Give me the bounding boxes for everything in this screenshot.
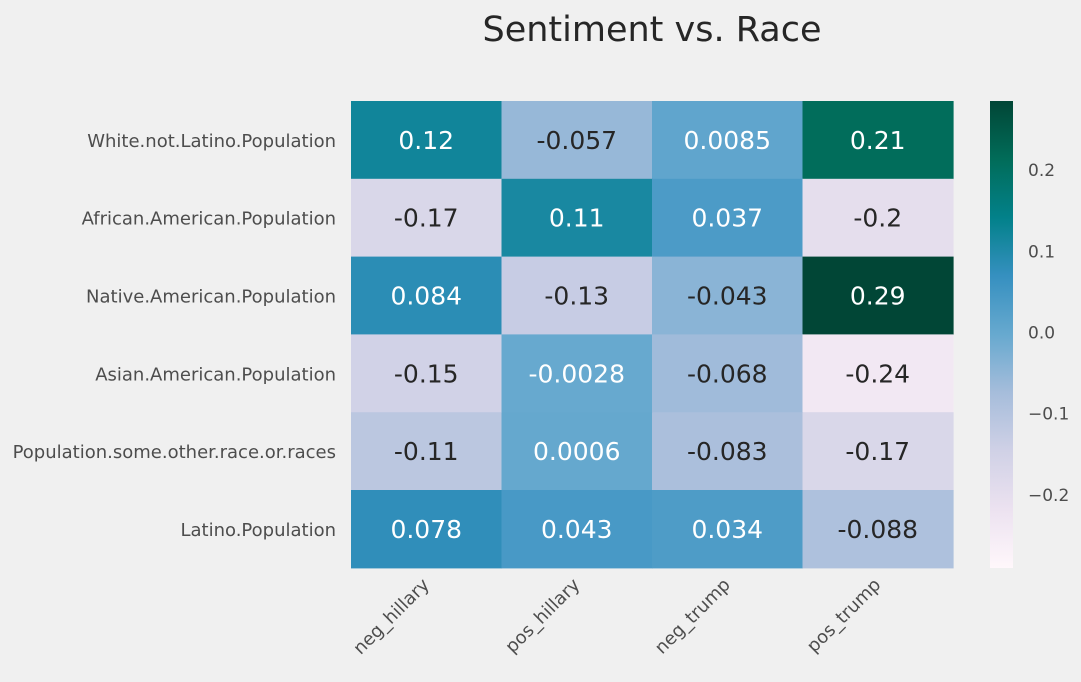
cell-value-label: -0.057 (536, 126, 617, 155)
cell-value-label: -0.17 (845, 437, 910, 466)
heatmap-cell-Population.some.other.race.or.races-pos_hillary (501, 412, 653, 491)
cell-value-label: 0.29 (850, 282, 906, 311)
heatmap-cell-Population.some.other.race.or.races-pos_trump (802, 412, 954, 491)
heatmap-cell-White.not.Latino.Population-pos_hillary (501, 101, 653, 180)
row-label: Native.American.Population (86, 287, 336, 308)
cell-value-label: -0.083 (687, 437, 768, 466)
cell-value-label: -0.2 (853, 204, 902, 233)
heatmap-cell-African.American.Population-neg_hillary (351, 178, 503, 258)
row-label: White.not.Latino.Population (87, 131, 336, 152)
cell-value-label: -0.068 (687, 359, 768, 388)
cell-value-label: 0.21 (850, 126, 906, 155)
heatmap-cell-Population.some.other.race.or.races-neg_trump (652, 412, 804, 491)
cell-value-label: -0.11 (394, 437, 459, 466)
colorbar: 0.2 0.1 0.0 −0.1 −0.2 (990, 101, 1069, 568)
cell-value-label: -0.17 (394, 204, 459, 233)
heatmap-cell-African.American.Population-pos_trump (802, 178, 954, 258)
colorbar-tick-label: 0.1 (1028, 242, 1055, 262)
row-label: Asian.American.Population (95, 364, 336, 385)
heatmap-cell-Latino.Population-neg_hillary (351, 490, 503, 569)
heatmap-cell-Asian.American.Population-neg_trump (652, 334, 804, 413)
cell-value-label: 0.037 (691, 204, 763, 233)
heatmap-cell-Native.American.Population-neg_hillary (351, 256, 503, 335)
colorbar-tick-label: −0.1 (1028, 405, 1069, 425)
heatmap-cell-Asian.American.Population-pos_trump (802, 334, 954, 413)
heatmap-cell-Latino.Population-neg_trump (652, 490, 804, 569)
heatmap-cell-Asian.American.Population-pos_hillary (501, 334, 653, 413)
cell-value-label: -0.0028 (529, 359, 626, 388)
colorbar-tick-label: 0.0 (1028, 323, 1055, 343)
cell-value-label: 0.078 (390, 515, 462, 544)
colorbar-tick-label: −0.2 (1028, 486, 1069, 506)
heatmap-cell-Native.American.Population-pos_hillary (501, 256, 653, 335)
heatmap-cell-Latino.Population-pos_trump (802, 490, 954, 569)
cell-value-label: 0.084 (390, 282, 462, 311)
heatmap-cell-Native.American.Population-neg_trump (652, 256, 804, 335)
chart-title: Sentiment vs. Race (482, 10, 821, 50)
heatmap-cell-Latino.Population-pos_hillary (501, 490, 653, 569)
heatmap-cell-African.American.Population-neg_trump (652, 178, 804, 258)
cell-value-label: 0.11 (549, 204, 605, 233)
cell-value-label: -0.15 (394, 359, 459, 388)
cell-value-label: 0.043 (541, 515, 613, 544)
heatmap-cell-White.not.Latino.Population-neg_trump (652, 101, 804, 180)
cell-value-label: 0.0085 (684, 126, 771, 155)
heatmap-cell-Population.some.other.race.or.races-neg_hillary (351, 412, 503, 491)
heatmap-cell-White.not.Latino.Population-neg_hillary (351, 101, 503, 180)
row-labels: White.not.Latino.Population African.Ameri… (13, 131, 336, 541)
cell-value-label: -0.088 (837, 515, 918, 544)
heatmap-cell-Asian.American.Population-neg_hillary (351, 334, 503, 413)
row-label: Population.some.other.race.or.races (13, 442, 336, 463)
heatmap-cell-White.not.Latino.Population-pos_trump (802, 101, 954, 180)
heatmap-cell-Native.American.Population-pos_trump (802, 256, 954, 335)
heatmap-cell-African.American.Population-pos_hillary (501, 178, 653, 258)
colorbar-tick-label: 0.2 (1028, 161, 1055, 181)
cell-value-label: -0.13 (544, 282, 609, 311)
row-label: Latino.Population (180, 520, 336, 541)
cell-value-label: -0.24 (845, 359, 910, 388)
cell-value-label: 0.0006 (533, 437, 620, 466)
cell-value-label: 0.034 (691, 515, 763, 544)
cell-value-label: -0.043 (687, 282, 768, 311)
colorbar-gradient (990, 101, 1013, 568)
cell-value-label: 0.12 (398, 126, 454, 155)
heatmap-cells: 0.12 -0.057 0.0085 0.21 -0.17 0.11 0.037 -0.2 0.… (351, 101, 954, 569)
row-label: African.American.Population (82, 209, 336, 230)
